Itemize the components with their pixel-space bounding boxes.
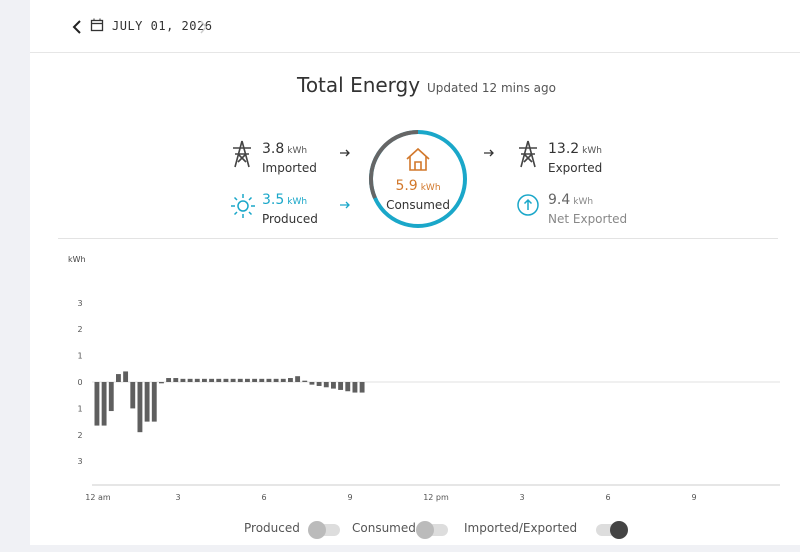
y-tick-label: 0 bbox=[77, 378, 82, 387]
bar bbox=[216, 378, 222, 382]
toggle-knob bbox=[416, 521, 435, 539]
bar bbox=[266, 378, 272, 382]
date: JULY 01, 2026 bbox=[112, 19, 213, 33]
legend-label: Consumed bbox=[352, 521, 416, 535]
produced: 3.5 kWh Produced bbox=[262, 192, 318, 226]
divider bbox=[58, 238, 778, 239]
y-tick-label: 1 bbox=[77, 352, 82, 361]
bar bbox=[194, 378, 200, 382]
y-tick-label: 3 bbox=[77, 457, 82, 466]
toggle-knob bbox=[308, 521, 327, 539]
x-tick-label: 3 bbox=[175, 493, 180, 502]
consumed: 5.9 kWh Consumed bbox=[386, 178, 450, 212]
bar bbox=[166, 378, 172, 382]
net-icon bbox=[517, 194, 539, 216]
bar bbox=[144, 382, 150, 422]
bar bbox=[237, 378, 243, 382]
bar bbox=[123, 371, 129, 382]
x-tick-label: 6 bbox=[605, 493, 610, 502]
bar bbox=[252, 378, 258, 382]
x-tick-label: 12 am bbox=[85, 493, 111, 502]
y-tick-label: 2 bbox=[77, 325, 82, 334]
x-tick-label: 9 bbox=[691, 493, 696, 502]
tower-icon bbox=[233, 140, 251, 168]
exported: 13.2 kWh Exported bbox=[548, 141, 603, 175]
legend-toggle[interactable] bbox=[308, 521, 341, 539]
bar bbox=[151, 382, 157, 422]
bar bbox=[288, 378, 293, 382]
tower-icon bbox=[519, 140, 537, 168]
bar bbox=[173, 378, 179, 382]
bar bbox=[331, 382, 336, 389]
bar bbox=[345, 382, 351, 392]
bar bbox=[230, 378, 236, 382]
y-tick-label: 1 bbox=[77, 404, 82, 413]
legend: Produced Consumed Imported/Exported bbox=[0, 512, 800, 542]
bar bbox=[180, 378, 186, 382]
next-arrow[interactable] bbox=[198, 19, 208, 35]
bar bbox=[209, 378, 215, 382]
x-tick-label: 3 bbox=[519, 493, 524, 502]
back-arrow[interactable] bbox=[70, 19, 84, 35]
bar bbox=[316, 382, 322, 386]
y-tick-label: 2 bbox=[77, 431, 82, 440]
bar bbox=[223, 378, 229, 382]
x-tick-label: 12 pm bbox=[423, 493, 449, 502]
updated: Updated 12 mins ago bbox=[427, 81, 556, 95]
bar bbox=[302, 380, 308, 382]
divider bbox=[30, 52, 800, 53]
x-tick-label: 9 bbox=[347, 493, 352, 502]
bar bbox=[130, 382, 136, 409]
legend-label: Imported/Exported bbox=[464, 521, 578, 535]
flow-arrows bbox=[340, 149, 350, 209]
sun-icon bbox=[231, 194, 255, 218]
bar bbox=[187, 378, 193, 382]
bar bbox=[273, 378, 279, 382]
x-tick-label: 6 bbox=[261, 493, 266, 502]
legend-toggle[interactable] bbox=[596, 521, 629, 539]
bar bbox=[309, 382, 315, 385]
y-axis-label: kWh bbox=[68, 255, 86, 264]
consumed-ring bbox=[369, 130, 467, 228]
legend-toggle[interactable] bbox=[416, 521, 449, 539]
bar bbox=[359, 382, 365, 393]
bar bbox=[338, 382, 344, 390]
calendar-icon bbox=[90, 18, 104, 32]
chart: kWh 3 2 1 0 1 2 3 12 am 3 6 9 12 pm 3 6 9 bbox=[68, 255, 780, 502]
bar bbox=[202, 378, 207, 382]
bar bbox=[137, 382, 143, 433]
panel: JULY 01, 2026 Total Energy Updated 12 mi… bbox=[30, 0, 800, 545]
net-exported: 9.4 kWh Net Exported bbox=[548, 192, 628, 226]
bar bbox=[259, 378, 265, 382]
bar bbox=[245, 378, 250, 382]
flow-arrow bbox=[484, 149, 494, 157]
bar bbox=[352, 382, 358, 393]
bar bbox=[116, 374, 121, 382]
legend-label: Produced bbox=[244, 521, 300, 535]
bar bbox=[323, 382, 329, 388]
bar bbox=[94, 382, 100, 426]
bar bbox=[108, 382, 114, 412]
bar bbox=[295, 376, 301, 382]
bar bbox=[159, 382, 164, 384]
title: Total Energy bbox=[297, 73, 421, 97]
bar bbox=[280, 378, 286, 382]
toggle-knob bbox=[610, 521, 629, 539]
bar bbox=[101, 382, 107, 426]
y-tick-label: 3 bbox=[77, 299, 82, 308]
imported: 3.8 kWh Imported bbox=[262, 141, 317, 175]
